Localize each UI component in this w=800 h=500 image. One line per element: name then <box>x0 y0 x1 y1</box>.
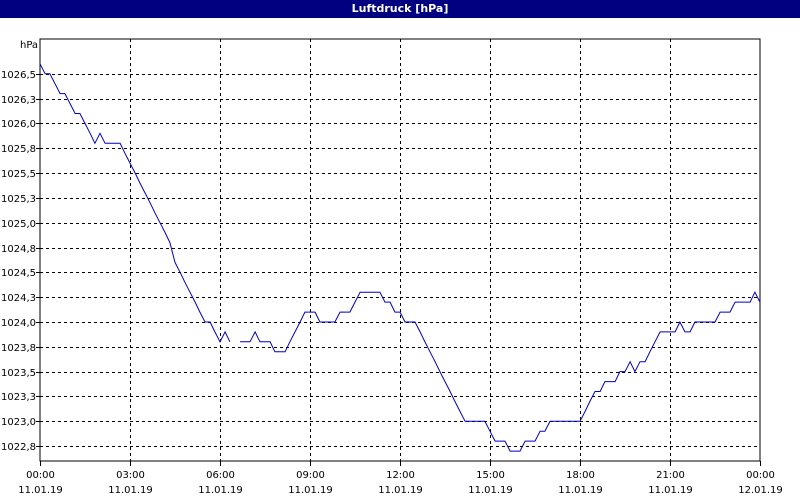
y-tick-label: 1024,5 <box>1 268 36 279</box>
x-tick-time: 12:00 <box>386 470 415 481</box>
x-tick-date: 11.01.19 <box>18 485 63 496</box>
x-axis: 00:00 11.01.19 03:00 11.01.19 06:00 11.01.19 0… <box>18 461 783 496</box>
x-tick-date: 11.01.19 <box>648 485 693 496</box>
x-tick-time: 15:00 <box>476 470 505 481</box>
x-tick-time: 21:00 <box>656 470 685 481</box>
x-tick-date: 12.01.19 <box>738 485 783 496</box>
y-tick-label: 1024,3 <box>1 293 36 304</box>
x-tick-date: 11.01.19 <box>108 485 153 496</box>
y-tick-label: 1023,3 <box>1 392 36 403</box>
x-tick-date: 11.01.19 <box>468 485 513 496</box>
y-tick-label: 1025,5 <box>1 169 36 180</box>
series-line <box>240 291 761 452</box>
y-axis: 1026,5 1026,3 1026,0 1025,8 1025,5 1025,3 1025… <box>1 70 40 453</box>
y-tick-label: 1023,8 <box>1 343 36 354</box>
y-tick-label: 1026,5 <box>1 70 36 81</box>
series-line <box>39 63 231 343</box>
y-tick-label: 1026,0 <box>1 119 36 130</box>
x-tick-time: 09:00 <box>296 470 325 481</box>
x-tick-date: 11.01.19 <box>198 485 243 496</box>
chart-title: Luftdruck [hPa] <box>351 2 449 15</box>
x-tick-time: 18:00 <box>566 470 595 481</box>
y-tick-label: 1026,3 <box>1 95 36 106</box>
x-tick-date: 11.01.19 <box>558 485 603 496</box>
x-tick-time: 06:00 <box>206 470 235 481</box>
y-tick-label: 1025,8 <box>1 144 36 155</box>
x-tick-date: 11.01.19 <box>378 485 423 496</box>
y-tick-label: 1023,5 <box>1 368 36 379</box>
y-tick-label: 1023,0 <box>1 417 36 428</box>
y-tick-label: 1022,8 <box>1 442 36 453</box>
y-tick-label: 1025,3 <box>1 194 36 205</box>
y-tick-label: 1024,8 <box>1 244 36 255</box>
x-tick-date: 11.01.19 <box>288 485 333 496</box>
y-tick-label: 1024,0 <box>1 318 36 329</box>
x-tick-time: 00:00 <box>26 470 55 481</box>
series <box>39 63 761 452</box>
x-tick-time: 00:00 <box>746 470 775 481</box>
chart: 1026,5 1026,3 1026,0 1025,8 1025,5 1025,3 1025… <box>1 38 783 496</box>
y-tick-label: 1025,0 <box>1 219 36 230</box>
title-bar <box>0 0 800 18</box>
x-tick-time: 03:00 <box>116 470 145 481</box>
grid <box>40 39 760 461</box>
y-axis-label: hPa <box>20 40 38 51</box>
